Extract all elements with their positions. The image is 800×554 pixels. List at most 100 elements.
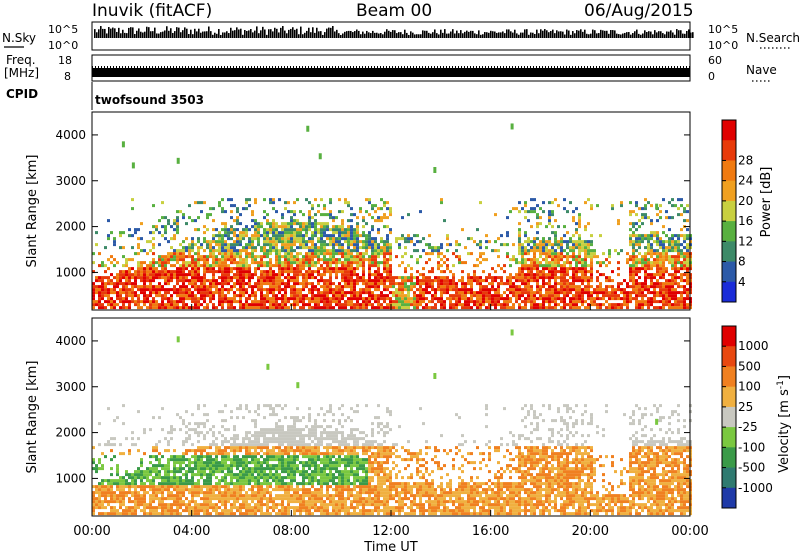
nsky-bar [582, 31, 584, 38]
power-cell [683, 219, 686, 223]
power-cell [158, 219, 161, 223]
power-cell [290, 261, 293, 265]
power-cell [362, 270, 365, 274]
power-cell [482, 297, 485, 301]
power-cell [248, 246, 251, 250]
power-cell [98, 297, 101, 301]
velocity-cell [158, 473, 161, 477]
power-cell [668, 300, 671, 304]
power-cell [299, 228, 302, 232]
power-cell [143, 282, 146, 286]
power-cell [395, 237, 398, 241]
power-cell [596, 291, 599, 295]
power-cell [317, 252, 320, 256]
power-cell [257, 300, 260, 304]
velocity-cell [137, 506, 140, 510]
power-cell [590, 252, 593, 256]
power-cell [326, 252, 329, 256]
power-cell [95, 279, 98, 283]
power-cell [215, 234, 218, 238]
power-cell [641, 291, 644, 295]
power-cell [452, 303, 455, 307]
power-cell [278, 237, 281, 241]
power-cell [506, 279, 509, 283]
power-cell [659, 264, 662, 268]
power-cell [242, 207, 245, 211]
power-cell [677, 258, 680, 262]
power-cell [488, 288, 491, 292]
power-cell [629, 240, 632, 244]
power-cell [329, 243, 332, 247]
power-cell [326, 288, 329, 292]
velocity-cell [113, 455, 116, 459]
power-cell [302, 303, 305, 307]
power-cell [389, 291, 392, 295]
power-cell [629, 234, 632, 238]
velocity-cell [104, 512, 107, 516]
power-cell [248, 270, 251, 274]
power-cell [161, 285, 164, 289]
power-cell [521, 279, 524, 283]
power-cell [347, 285, 350, 289]
freq-tick [317, 66, 318, 70]
power-cell [296, 252, 299, 256]
velocity-cell [110, 500, 113, 504]
power-cell [479, 297, 482, 301]
power-cell [287, 279, 290, 283]
power-cell [551, 243, 554, 247]
power-cell [218, 291, 221, 295]
power-cell [263, 294, 266, 298]
power-cell [302, 213, 305, 217]
power-cell [209, 282, 212, 286]
power-cell [533, 291, 536, 295]
velocity-cell [110, 485, 113, 489]
power-cell [521, 249, 524, 253]
power-cell [416, 303, 419, 307]
power-cell [275, 255, 278, 259]
power-cell [356, 237, 359, 241]
power-cell [269, 270, 272, 274]
power-cell [212, 279, 215, 283]
power-cell [380, 237, 383, 241]
velocity-cell [188, 437, 191, 441]
power-cell [137, 273, 140, 277]
power-cell [461, 303, 464, 307]
nsky-bar [266, 34, 268, 38]
velocity-cell [182, 491, 185, 495]
power-cell [92, 270, 95, 274]
power-cell [569, 285, 572, 289]
power-cell [527, 258, 530, 262]
nsky-bar [132, 27, 134, 38]
power-cell [152, 204, 155, 208]
power-cell [221, 291, 224, 295]
power-cell [203, 201, 206, 205]
power-cell [185, 222, 188, 226]
power-cell [575, 276, 578, 280]
velocity-cell [182, 422, 185, 426]
velocity-cell [98, 485, 101, 489]
power-cell [494, 213, 497, 217]
power-cell [566, 240, 569, 244]
power-cell [518, 237, 521, 241]
power-cell [536, 291, 539, 295]
power-cell [383, 264, 386, 268]
power-cell [314, 288, 317, 292]
power-cell [209, 255, 212, 259]
velocity-cell [191, 470, 194, 474]
power-cell [170, 276, 173, 280]
power-cell [197, 255, 200, 259]
power-cell [467, 252, 470, 256]
power-cell [278, 306, 281, 310]
velocity-cell [104, 443, 107, 447]
power-cell [275, 279, 278, 283]
power-cell [419, 279, 422, 283]
power-cell [152, 264, 155, 268]
power-cell [380, 249, 383, 253]
power-cell [317, 282, 320, 286]
power-cell [515, 207, 518, 211]
power-cell [170, 258, 173, 262]
power-cell [638, 270, 641, 274]
power-cell [206, 264, 209, 268]
power-cell [233, 261, 236, 265]
power-cell [218, 300, 221, 304]
